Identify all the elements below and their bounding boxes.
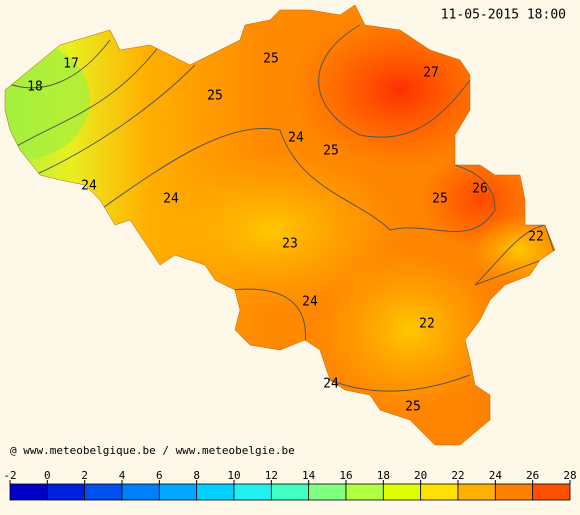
- isotherm-label: 22: [528, 230, 544, 245]
- colorbar-tick-label: 4: [119, 469, 126, 482]
- isotherm-label: 24: [81, 179, 97, 194]
- isotherm-label: 26: [472, 182, 488, 197]
- colorbar-tick-label: 20: [414, 469, 427, 482]
- colorbar-tick-label: 6: [156, 469, 163, 482]
- isotherm-label: 22: [419, 317, 435, 332]
- isotherm-label: 25: [323, 144, 339, 159]
- colorbar-tick-label: 2: [81, 469, 88, 482]
- colorbar-tick-label: 24: [489, 469, 503, 482]
- colorbar-tick-label: 14: [302, 469, 316, 482]
- isotherm-label: 27: [423, 66, 439, 81]
- isotherm-label: 25: [432, 192, 448, 207]
- colorbar-tick-label: 16: [339, 469, 352, 482]
- temperature-field: [5, 5, 555, 445]
- isotherm-label: 23: [282, 237, 298, 252]
- credit: @ www.meteobelgique.be / www.meteobelgie…: [10, 444, 295, 457]
- colorbar-tick-label: 12: [265, 469, 278, 482]
- colorbar-box: [270, 483, 310, 501]
- colorbar-box: [532, 483, 571, 501]
- isotherm-label: 24: [288, 131, 304, 146]
- isotherm-label: 24: [163, 192, 179, 207]
- colorbar-tick-label: 0: [44, 469, 51, 482]
- isotherm-label: 17: [63, 57, 79, 72]
- colorbar-box: [382, 483, 422, 501]
- isotherm-label: 25: [405, 400, 421, 415]
- colorbar-box: [345, 483, 384, 501]
- colorbar-tick-label: 8: [193, 469, 200, 482]
- isotherm-label: 24: [323, 377, 339, 392]
- colorbar-tick-label: 10: [227, 469, 240, 482]
- timestamp: 11-05-2015 18:00: [441, 8, 566, 23]
- colorbar-box: [121, 483, 160, 501]
- colorbar-box: [84, 483, 123, 501]
- colorbar-tick-label: 18: [377, 469, 390, 482]
- colorbar-tick-label: 26: [526, 469, 539, 482]
- colorbar-box: [420, 483, 459, 501]
- colorbar-box: [46, 483, 86, 501]
- colorbar-box: [494, 483, 534, 501]
- colorbar-tick-label: 28: [563, 469, 576, 482]
- colorbar-box: [196, 483, 235, 501]
- colorbar-box: [158, 483, 198, 501]
- isotherm-label: 24: [302, 295, 318, 310]
- colorbar-box: [9, 483, 48, 501]
- isotherm-label: 25: [207, 89, 223, 104]
- colorbar-tick-label: -2: [3, 469, 16, 482]
- isotherm-label: 18: [27, 80, 43, 95]
- colorbar-tick-label: 22: [451, 469, 464, 482]
- isotherm-label: 25: [263, 52, 279, 67]
- colorbar-box: [457, 483, 496, 501]
- colorbar-box: [308, 483, 347, 501]
- colorbar-box: [233, 483, 272, 501]
